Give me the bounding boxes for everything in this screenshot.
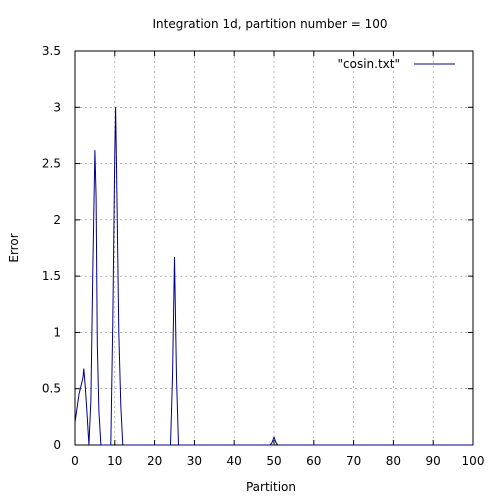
x-tick-label: 0 — [71, 454, 79, 468]
axis-ticks: 0 10 20 30 40 50 60 70 80 90 100 0 0.5 1 1.5 2 2.5 3 3.5 — [42, 44, 485, 468]
x-tick-label: 80 — [386, 454, 401, 468]
x-tick-label: 30 — [187, 454, 202, 468]
grid — [75, 51, 473, 445]
y-tick-label: 2 — [53, 213, 61, 227]
x-tick-label: 20 — [147, 454, 162, 468]
y-tick-label: 2.5 — [42, 157, 61, 171]
y-tick-label: 0 — [53, 438, 61, 452]
x-axis-label: Partition — [246, 480, 296, 494]
series-group — [74, 107, 473, 446]
x-tick-label: 10 — [107, 454, 122, 468]
legend: "cosin.txt" — [338, 57, 455, 71]
x-tick-label: 60 — [306, 454, 321, 468]
x-tick-label: 70 — [346, 454, 361, 468]
x-tick-label: 50 — [266, 454, 281, 468]
y-tick-label: 3 — [53, 100, 61, 114]
y-axis-label: Error — [7, 233, 21, 262]
y-tick-label: 3.5 — [42, 44, 61, 58]
y-tick-label: 1.5 — [42, 269, 61, 283]
y-tick-label: 0.5 — [42, 382, 61, 396]
x-tick-label: 40 — [227, 454, 242, 468]
series-line — [74, 107, 473, 446]
x-tick-label: 90 — [426, 454, 441, 468]
chart-title: Integration 1d, partition number = 100 — [153, 17, 388, 31]
y-tick-label: 1 — [53, 325, 61, 339]
x-tick-label: 100 — [462, 454, 485, 468]
legend-label: "cosin.txt" — [338, 57, 401, 71]
